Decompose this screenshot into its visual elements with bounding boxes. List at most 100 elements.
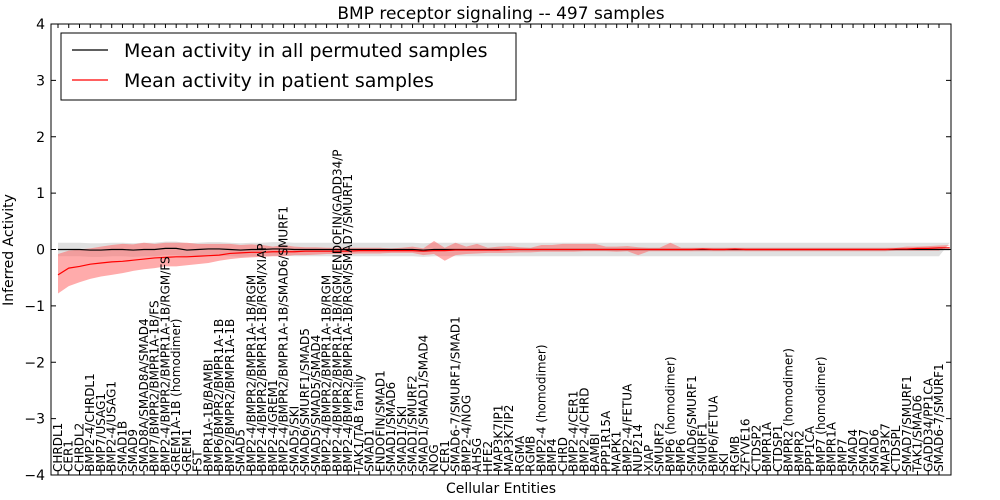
x-tick-label: BMP2-4/BMPR2/BMPR1A-1B/RGM/SMAD7/SMURF1: [341, 174, 355, 472]
x-tick-label: SMAD4: [846, 429, 860, 472]
x-tick-label: GADD34/PP1CA: [921, 377, 935, 472]
x-tick-label: SMURF1: [696, 422, 710, 472]
x-tick-label: TAK1/TAB family: [352, 374, 366, 473]
y-tick-label: −4: [24, 468, 45, 484]
y-axis-ticks: −4 −3 −2 −1 0 1 2 3 4: [24, 17, 951, 484]
x-tick-label: TAK1/SMAD6: [911, 395, 925, 473]
y-tick-label: −3: [24, 412, 45, 428]
x-tick-label: SMAD6: [868, 429, 882, 472]
x-tick-label: SKI: [717, 453, 731, 472]
x-tick-label: SMAD1/SKI: [395, 406, 409, 472]
x-tick-label: BMP2-4/BMPR2/BMPR1A-1B/RGM/XIAP: [255, 243, 269, 472]
x-tick-label: BMP2-4/CHRD: [577, 388, 591, 472]
x-tick-label: CER1: [62, 440, 76, 472]
x-tick-label: GREM1A-1B (homodimer): [169, 319, 183, 472]
x-tick-label: BMPR1A-1B/BAMBI: [201, 359, 215, 472]
x-tick-label: CTDSP2: [749, 425, 763, 472]
x-tick-label: SMAD5/SKI: [287, 406, 301, 472]
x-tick-label: BMP2-4/NOG: [459, 395, 473, 472]
x-tick-label: MAPK1: [610, 431, 624, 472]
x-tick-label: NOG: [427, 444, 441, 472]
chart-title: BMP receptor signaling -- 497 samples: [337, 4, 664, 24]
series-lines: [57, 247, 950, 276]
y-tick-label: 0: [36, 243, 45, 259]
x-tick-label: BMP6: [674, 439, 688, 472]
x-tick-label: SMAD6/SMURF1: [685, 375, 699, 472]
x-tick-label: CHRDL2: [72, 423, 86, 472]
patient-band: [58, 241, 950, 294]
x-tick-labels: CHRDL1CER1CHRDL2BMP2-4/CHRDL1BMP7/USAG1B…: [51, 149, 946, 473]
x-tick-label: MAP3K7IP2: [502, 405, 516, 472]
x-tick-label: BMP2-4/CHRDL1: [83, 373, 97, 472]
x-tick-label: BMP2-4/CER1: [567, 391, 581, 472]
x-tick-label: SMAD8A/SMAD8A/SMAD4: [137, 318, 151, 472]
x-tick-label: BMP2-4/BMPR2/BMPR1A-1B/RGM/ENDOFIN/GADD3…: [330, 149, 344, 472]
x-tick-label: BMP2-4/USAG1: [105, 381, 119, 472]
x-tick-label: SMAD9: [126, 429, 140, 472]
x-tick-label: BMP2-4 (homodimer): [534, 344, 548, 472]
x-tick-label: RGMA: [513, 435, 527, 472]
legend-box: [60, 32, 517, 101]
x-tick-label: CHRD: [556, 437, 570, 472]
x-tick-label: CHRDL1: [51, 423, 65, 472]
x-axis-label: Cellular Entities: [446, 481, 556, 497]
x-tick-label: AHSG: [470, 438, 484, 472]
x-tick-label: HFE2: [481, 441, 495, 472]
x-tick-label: SMURF2: [653, 422, 667, 472]
x-tick-label: SMAD1: [363, 429, 377, 472]
y-tick-label: 3: [36, 73, 45, 89]
x-tick-label: XIAP: [642, 445, 656, 472]
x-tick-label: CTDSP1: [771, 425, 785, 472]
x-tick-label: BMP2-4/BMPR2/BMPR1A-1B/RGM: [244, 275, 258, 472]
y-tick-label: 1: [36, 186, 45, 202]
x-tick-label: NUP214: [631, 424, 645, 472]
x-tick-label: BMPR1A: [760, 421, 774, 472]
x-tick-label: PPP1CA: [803, 425, 817, 472]
y-axis-label: Inferred Activity: [1, 194, 17, 306]
y-tick-label: 4: [36, 17, 45, 33]
x-tick-label: ENDOFIN/SMAD1: [373, 370, 387, 472]
x-tick-label: CER1: [438, 440, 452, 472]
patient-mean-line: [57, 247, 950, 276]
x-tick-label: GREM1: [180, 429, 194, 472]
x-tick-label: CTDSPL: [889, 425, 903, 472]
legend-label-patient: Mean activity in patient samples: [124, 70, 434, 92]
x-tick-label: MAP3K7IP1: [492, 405, 506, 472]
x-tick-label: PPP1R15A: [599, 410, 613, 472]
x-tick-label: SMAD5: [234, 429, 248, 472]
x-axis-ticks: [57, 24, 940, 475]
x-tick-label: BMP6/FETUA: [706, 395, 720, 472]
x-tick-label: BMP6/BMPR2/BMPR1A-1B: [212, 319, 226, 472]
x-tick-label: BMP2-4/BMPR2/BMPR1A-1B/SMAD6/SMURF1: [277, 206, 291, 472]
y-tick-label: −2: [24, 355, 45, 371]
x-tick-label: BAMBI: [588, 433, 602, 472]
legend-label-permuted: Mean activity in all permuted samples: [124, 40, 487, 62]
x-tick-label: BMP2/BMPR2/BMPR1A-1B: [223, 319, 237, 472]
x-tick-label: SMAD1/SMURF2: [406, 375, 420, 472]
x-tick-label: RGMB: [524, 436, 538, 472]
x-tick-label: BMP4: [545, 439, 559, 472]
x-tick-label: BMP6 (homodimer): [663, 356, 677, 472]
y-tick-label: −1: [24, 299, 45, 315]
x-tick-label: SMAD6-7/SMURF1/SMAD1: [449, 316, 463, 472]
x-tick-label: BMP7 (homodimer): [814, 356, 828, 472]
x-tick-label: MAP3K7: [878, 423, 892, 472]
x-tick-label: BMP2-4/BMPR2/BMPR1A-1B/RGM/FS: [158, 256, 172, 472]
x-tick-label: SMAD6-7/SMURF1: [932, 363, 946, 472]
plot-frame: [50, 23, 952, 476]
x-tick-label: SMAD1/SMAD1/SMAD4: [416, 335, 430, 472]
x-tick-label: SMAD7: [857, 429, 871, 472]
x-tick-label: BMP7/BMPR2/BMPR1A-1B/FS: [148, 300, 162, 472]
x-tick-label: BMPR2 (homodimer): [782, 348, 796, 472]
x-tick-label: BMP2-4/FETUA: [620, 383, 634, 472]
x-tick-label: FST: [191, 450, 205, 472]
x-tick-label: BMP7: [835, 439, 849, 472]
x-tick-label: ZFYVE16: [739, 418, 753, 472]
x-tick-label: BMP7/USAG1: [94, 393, 108, 472]
x-tick-label: SMAD6/SMURF1/SMAD5: [298, 328, 312, 472]
x-tick-label: SMAD7/SMURF1: [900, 375, 914, 472]
x-tick-label: BMPR2: [792, 430, 806, 472]
y-tick-label: 2: [36, 130, 45, 146]
x-tick-label: BMPR1A: [825, 421, 839, 472]
